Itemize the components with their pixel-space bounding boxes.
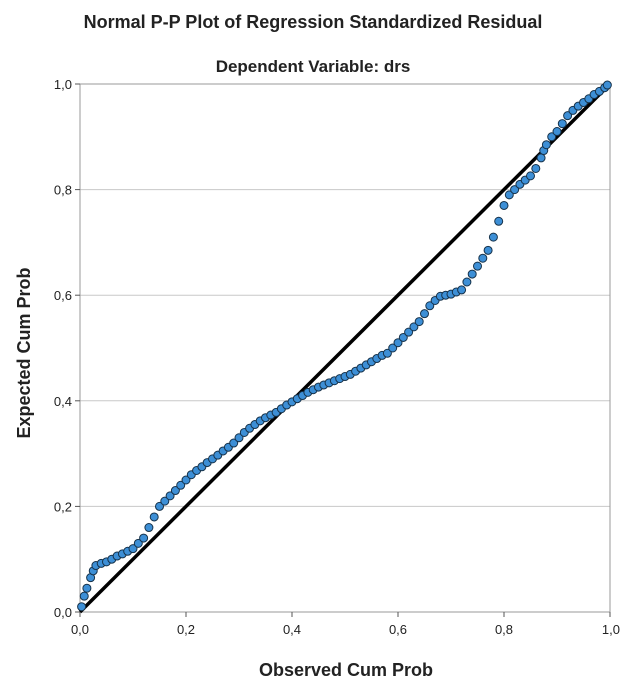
x-tick-label: 0,2 — [177, 622, 195, 637]
data-point — [82, 583, 92, 593]
y-axis-ticks: 0,0 0,2 0,4 0,6 0,8 1,0 — [54, 77, 80, 620]
data-point — [79, 591, 89, 601]
data-point — [409, 322, 419, 332]
data-point — [133, 538, 143, 548]
data-point — [478, 253, 488, 263]
data-point — [552, 127, 562, 137]
data-point — [144, 523, 154, 533]
x-tick-label: 1,0 — [602, 622, 620, 637]
data-point — [536, 153, 546, 163]
plot-frame — [79, 83, 611, 613]
data-point — [473, 261, 482, 271]
data-point — [388, 343, 398, 353]
data-point — [541, 140, 551, 150]
data-point — [462, 277, 472, 287]
data-point — [165, 491, 175, 501]
chart-title: Normal P-P Plot of Regression Standardiz… — [84, 12, 543, 32]
data-point — [160, 496, 170, 506]
data-points — [77, 80, 612, 612]
y-tick-label: 0,6 — [54, 288, 72, 303]
data-point — [170, 486, 180, 496]
data-point — [176, 480, 186, 490]
x-tick-label: 0,0 — [71, 622, 89, 637]
data-point — [483, 245, 493, 255]
data-point — [467, 269, 477, 279]
reference-line — [78, 82, 612, 614]
data-point — [128, 544, 138, 554]
data-point — [602, 80, 612, 90]
data-point — [547, 132, 557, 142]
data-point — [393, 338, 403, 348]
x-tick-label: 0,6 — [389, 622, 407, 637]
y-tick-label: 0,8 — [54, 183, 72, 198]
x-axis-ticks: 0,0 0,2 0,4 0,6 0,8 1,0 — [71, 612, 620, 637]
data-point — [149, 512, 159, 522]
x-tick-label: 0,4 — [283, 622, 301, 637]
data-point — [229, 438, 239, 448]
data-point — [155, 501, 164, 511]
data-point — [457, 285, 467, 295]
data-point — [494, 216, 504, 226]
data-point — [382, 348, 392, 358]
y-axis-title: Expected Cum Prob — [14, 267, 34, 438]
y-tick-label: 0,0 — [54, 605, 72, 620]
y-tick-label: 0,2 — [54, 499, 72, 514]
data-point — [181, 475, 191, 485]
chart-subtitle: Dependent Variable: drs — [216, 57, 411, 76]
x-axis-title: Observed Cum Prob — [259, 660, 433, 680]
data-point — [531, 163, 541, 173]
gridlines — [80, 189, 610, 507]
data-point — [557, 119, 567, 129]
data-point — [499, 200, 509, 210]
data-point — [77, 602, 87, 612]
data-point — [234, 433, 244, 443]
data-point — [420, 309, 429, 319]
x-tick-label: 0,8 — [495, 622, 513, 637]
data-point — [398, 332, 408, 342]
y-tick-label: 1,0 — [54, 77, 72, 92]
data-point — [139, 533, 149, 543]
data-point — [510, 185, 520, 195]
data-point — [414, 317, 424, 327]
y-tick-label: 0,4 — [54, 394, 72, 409]
data-point — [404, 327, 414, 337]
data-point — [526, 171, 535, 181]
data-point — [425, 301, 435, 311]
data-point — [504, 190, 514, 200]
data-point — [563, 111, 573, 121]
data-point — [488, 232, 498, 242]
